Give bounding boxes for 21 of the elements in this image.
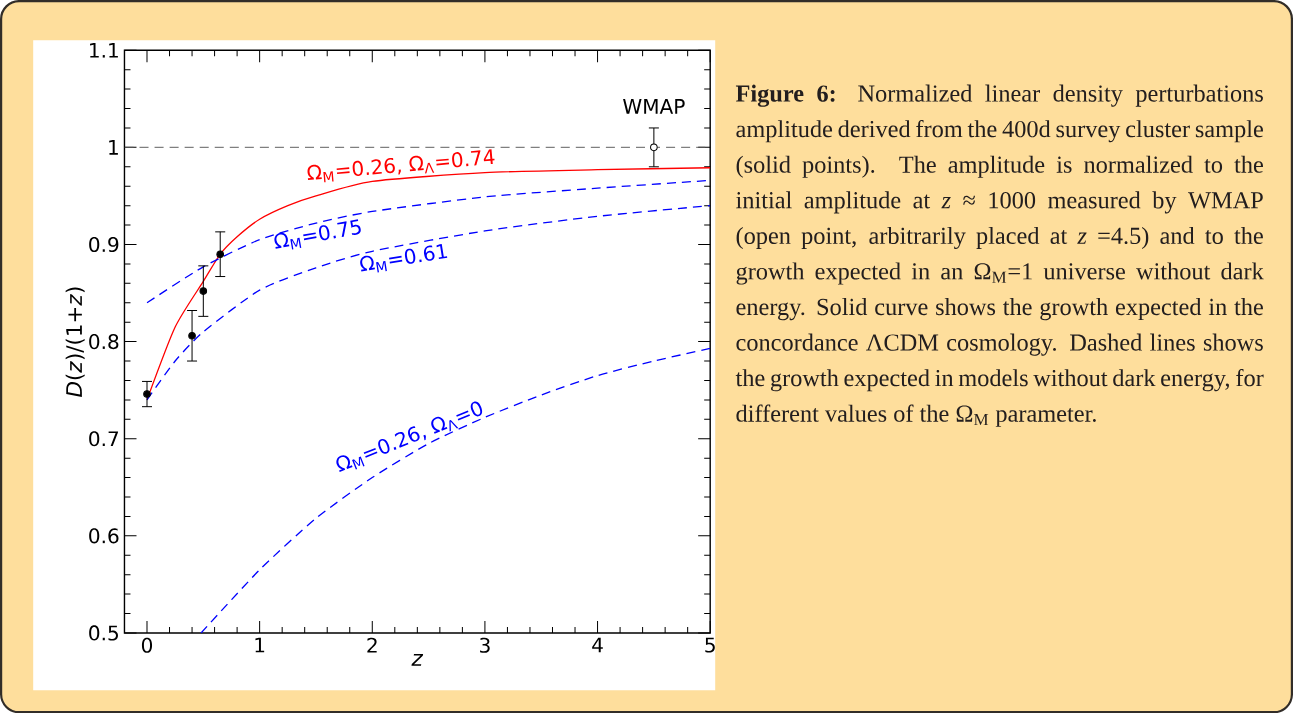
- x-tick-label: 5: [705, 637, 715, 653]
- series-label: Ω$_{M}$=0.26, Ω$_{Λ}$=0.74: [307, 149, 495, 183]
- y-tick-label: 1.1: [90, 42, 118, 58]
- y-tick-label: 0.8: [89, 333, 119, 350]
- x-tick-label: 2: [367, 637, 377, 653]
- text: Ω$_{M}$=0.61: [360, 243, 448, 273]
- y-tick-label: 1: [109, 139, 118, 155]
- x-axis-title: z: [411, 653, 424, 666]
- text: Figure 6: Normalized linear density perturbations amplitude derived from the 400d survey cluster sample (solid points). The amplitude is normalized to the initial amplitude at z ≈ 1000 measured by WMAP (open point, arbitrarily placed at z =4.5) and to the growth expected in an Ω$_{M}$=1 universe without dark energy. Solid curve shows the growth expected in the concordance ΛCDM cosmology. Dashed lines shows the growth expected in models without dark energy, for different values of the Ω$_{M}$ parameter.: [735, 84, 1264, 427]
- x-tick-label: 3: [480, 637, 490, 653]
- text: Ω$_{M}$=0.26, Ω$_{Λ}$=0: [336, 401, 483, 472]
- y-tick-label: 0.7: [89, 430, 119, 447]
- y-tick-label: 0.6: [89, 528, 119, 544]
- x-tick-label: 0: [141, 637, 153, 653]
- y-axis-title: D(z)/(1+z): [65, 287, 85, 397]
- x-tick-label: 1: [255, 637, 265, 653]
- x-tick-label: 4: [592, 637, 603, 653]
- y-tick-label: 0.5: [89, 625, 118, 641]
- y-tick-label: 0.9: [89, 236, 119, 252]
- text: Ω$_{M}$=0.75: [274, 219, 361, 250]
- annotation: WMAP: [623, 98, 685, 114]
